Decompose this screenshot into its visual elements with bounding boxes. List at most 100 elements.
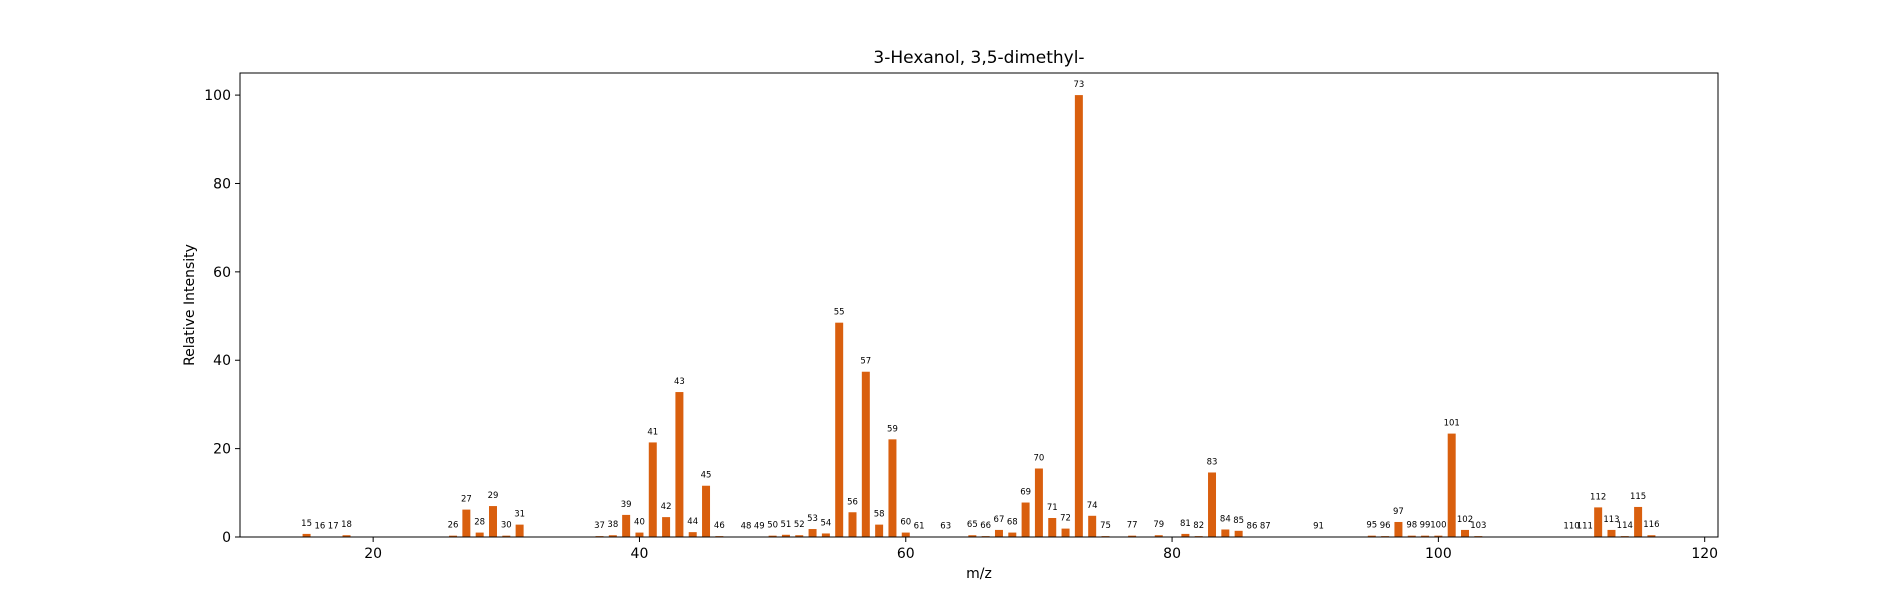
bar-mz-70 (1034, 468, 1043, 537)
bar-label-mz-44: 44 (687, 517, 698, 527)
bar-label-mz-57: 57 (860, 357, 871, 367)
bar-mz-45 (702, 485, 711, 537)
bar-label-mz-83: 83 (1207, 457, 1218, 467)
chart-title: 3-Hexanol, 3,5-dimethyl- (873, 48, 1084, 68)
bar-label-mz-41: 41 (647, 427, 658, 437)
bar-label-mz-18: 18 (341, 520, 352, 530)
plot-frame (239, 72, 1719, 538)
bar-label-mz-66: 66 (980, 521, 991, 531)
bar-label-mz-58: 58 (874, 510, 885, 520)
bar-mz-83 (1208, 472, 1217, 537)
y-tick-label: 80 (213, 176, 231, 192)
bar-label-mz-77: 77 (1127, 521, 1138, 531)
x-tick-label: 80 (1163, 546, 1181, 562)
bar-mz-65 (968, 535, 977, 537)
bar-label-mz-27: 27 (461, 495, 472, 505)
bar-label-mz-48: 48 (741, 522, 752, 532)
bar-mz-101 (1447, 433, 1456, 537)
bar-mz-99 (1421, 535, 1430, 537)
bar-mz-39 (622, 514, 631, 537)
bar-label-mz-79: 79 (1153, 520, 1164, 530)
bar-mz-18 (342, 535, 351, 537)
bar-mz-52 (795, 535, 804, 537)
bar-label-mz-50: 50 (767, 521, 778, 531)
bar-mz-97 (1394, 521, 1403, 537)
bar-mz-59 (888, 439, 897, 537)
bar-mz-79 (1154, 535, 1163, 537)
bar-label-mz-84: 84 (1220, 514, 1231, 524)
x-tick-label: 60 (897, 546, 915, 562)
bar-label-mz-28: 28 (474, 518, 485, 528)
bar-label-mz-116: 116 (1643, 520, 1659, 530)
bar-label-mz-30: 30 (501, 521, 512, 531)
bar-mz-74 (1088, 515, 1097, 537)
bar-mz-113 (1607, 529, 1616, 537)
bar-mz-98 (1407, 535, 1416, 537)
bar-label-mz-61: 61 (914, 522, 925, 532)
bar-mz-40 (635, 532, 644, 537)
bar-label-mz-115: 115 (1630, 492, 1646, 502)
bar-mz-102 (1461, 529, 1470, 537)
bar-label-mz-54: 54 (820, 518, 831, 528)
bar-label-mz-69: 69 (1020, 488, 1031, 498)
bar-label-mz-71: 71 (1047, 503, 1058, 513)
bar-label-mz-114: 114 (1617, 521, 1633, 531)
x-tick-label: 40 (631, 546, 649, 562)
bar-mz-73 (1074, 95, 1083, 537)
bar-mz-81 (1181, 533, 1190, 537)
bar-label-mz-95: 95 (1366, 521, 1377, 531)
bar-label-mz-86: 86 (1247, 522, 1258, 532)
bar-label-mz-81: 81 (1180, 519, 1191, 529)
bar-label-mz-75: 75 (1100, 521, 1111, 531)
bar-mz-50 (768, 535, 777, 537)
bar-label-mz-43: 43 (674, 377, 685, 387)
x-axis: 20 40 60 80 100 120 (364, 537, 1718, 562)
bar-label-mz-72: 72 (1060, 514, 1071, 524)
bar-label-mz-85: 85 (1233, 516, 1244, 526)
bar-label-mz-38: 38 (607, 520, 618, 530)
bar-label-mz-45: 45 (701, 471, 712, 481)
bar-label-mz-99: 99 (1420, 521, 1431, 531)
bar-label-mz-65: 65 (967, 520, 978, 530)
x-tick-label: 20 (364, 546, 382, 562)
bar-label-mz-17: 17 (328, 522, 339, 532)
bar-mz-29 (488, 506, 497, 537)
bar-label-mz-101: 101 (1444, 419, 1460, 429)
bar-label-mz-97: 97 (1393, 507, 1404, 517)
y-axis-label: Relative Intensity (182, 244, 198, 366)
bar-mz-58 (875, 524, 884, 537)
bar-mz-30 (502, 535, 511, 537)
bar-mz-38 (608, 535, 617, 537)
y-tick-label: 40 (213, 353, 231, 369)
bar-mz-95 (1367, 535, 1376, 537)
bar-label-mz-40: 40 (634, 518, 645, 528)
bar-label-mz-15: 15 (301, 519, 312, 529)
bar-mz-31 (515, 524, 524, 537)
bar-label-mz-70: 70 (1034, 454, 1045, 464)
bar-label-mz-112: 112 (1590, 492, 1606, 502)
bar-mz-44 (688, 532, 697, 537)
bar-label-mz-55: 55 (834, 308, 845, 318)
bar-mz-100 (1434, 535, 1443, 537)
bar-label-mz-46: 46 (714, 521, 725, 531)
bar-label-mz-98: 98 (1406, 521, 1417, 531)
bar-mz-60 (901, 532, 910, 537)
bar-label-mz-52: 52 (794, 520, 805, 530)
bars-layer (302, 95, 1656, 537)
bar-mz-43 (675, 392, 684, 537)
bar-mz-67 (994, 529, 1003, 537)
x-tick-label: 100 (1425, 546, 1452, 562)
bar-mz-27 (462, 509, 471, 537)
y-tick-label: 0 (222, 530, 231, 546)
bar-mz-69 (1021, 502, 1030, 537)
bar-label-mz-53: 53 (807, 514, 818, 524)
bar-mz-53 (808, 529, 817, 537)
bar-mz-85 (1234, 530, 1243, 537)
bar-label-mz-87: 87 (1260, 522, 1271, 532)
bar-mz-77 (1128, 535, 1137, 537)
bar-mz-71 (1048, 517, 1057, 537)
bar-mz-42 (662, 517, 671, 537)
bar-label-mz-102: 102 (1457, 515, 1473, 525)
bar-label-mz-39: 39 (621, 500, 632, 510)
